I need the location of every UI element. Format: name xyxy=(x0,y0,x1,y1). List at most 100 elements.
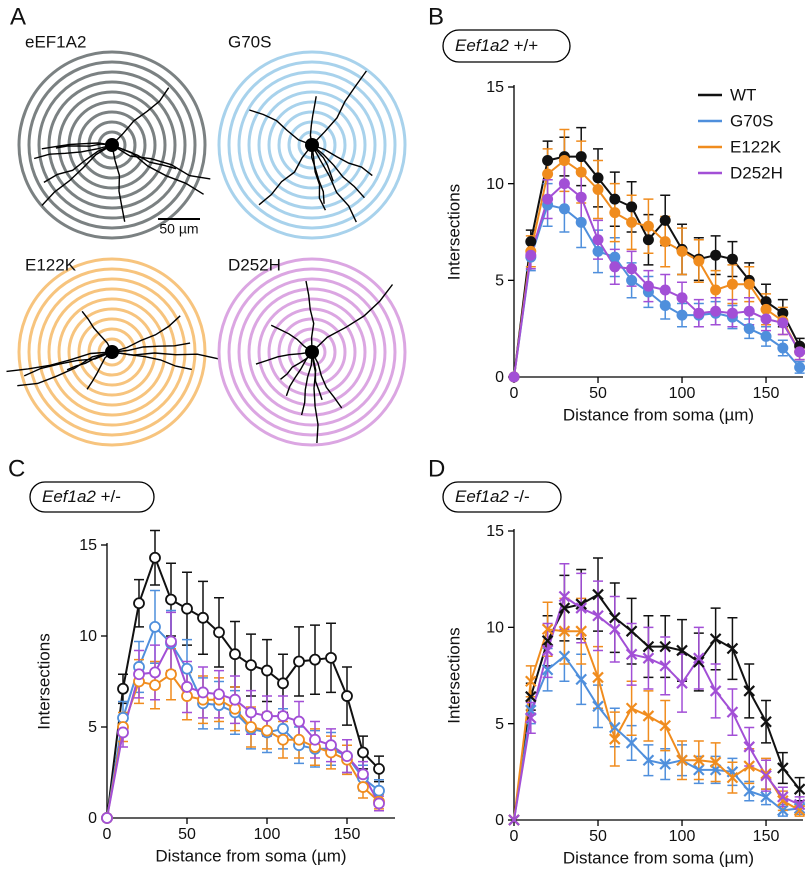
data-point xyxy=(659,284,671,296)
data-point xyxy=(341,690,353,702)
data-point xyxy=(743,278,755,290)
data-point xyxy=(245,706,257,719)
data-point xyxy=(760,715,772,728)
x-tick-label: 0 xyxy=(103,826,112,843)
data-point xyxy=(508,371,520,383)
data-point xyxy=(575,151,587,163)
dendrite xyxy=(311,70,367,146)
y-tick-label: 5 xyxy=(495,716,504,733)
image-label: eEF1A2 xyxy=(25,32,86,51)
data-point xyxy=(693,652,705,664)
data-point xyxy=(642,710,655,722)
legend-label: WT xyxy=(730,85,756,104)
panel-label: C xyxy=(8,455,25,482)
data-point xyxy=(101,812,113,824)
genotype: +/- xyxy=(101,487,121,506)
data-point xyxy=(693,255,705,267)
data-point xyxy=(213,626,225,639)
dendrite xyxy=(311,351,323,401)
dendrite xyxy=(305,280,315,353)
data-point xyxy=(659,758,671,770)
genotype-label: Eef1a2 +/- xyxy=(42,487,121,506)
data-point xyxy=(133,597,145,610)
data-point xyxy=(525,249,537,261)
x-tick-label: 150 xyxy=(334,826,361,843)
dendrite xyxy=(249,109,313,146)
data-point xyxy=(165,593,177,606)
data-point xyxy=(676,245,688,257)
series-line xyxy=(513,593,801,821)
y-tick-label: 10 xyxy=(486,176,504,193)
dendrite xyxy=(111,351,219,360)
gene-name: Eef1a2 xyxy=(455,36,509,55)
y-tick-label: 10 xyxy=(79,628,97,645)
sholl-ring xyxy=(277,110,347,180)
data-point xyxy=(558,625,571,637)
data-point xyxy=(777,307,789,319)
data-point xyxy=(592,172,604,184)
x-axis-title: Distance from soma (µm) xyxy=(563,405,754,424)
series-line xyxy=(106,638,380,819)
data-point xyxy=(693,764,705,776)
data-point xyxy=(293,733,305,746)
dendrite xyxy=(258,144,313,206)
data-point xyxy=(575,216,587,228)
data-point xyxy=(710,249,722,261)
data-point xyxy=(261,724,273,737)
data-point xyxy=(625,702,638,715)
data-point xyxy=(625,625,638,637)
data-point xyxy=(709,756,722,768)
data-point xyxy=(325,739,337,752)
data-point xyxy=(541,635,554,647)
dendrite xyxy=(86,351,113,390)
dendrite xyxy=(111,342,191,353)
data-point xyxy=(541,644,554,657)
y-tick-label: 15 xyxy=(79,537,97,554)
sholl-ring xyxy=(77,317,147,387)
data-point xyxy=(542,168,554,180)
data-point xyxy=(760,767,772,780)
data-point xyxy=(592,234,604,246)
y-tick-label: 10 xyxy=(486,620,504,637)
x-tick-label: 50 xyxy=(178,826,196,843)
data-point xyxy=(309,653,321,666)
sholl-ring xyxy=(17,257,207,447)
data-point xyxy=(625,737,638,749)
x-tick-label: 0 xyxy=(510,828,519,845)
data-point xyxy=(659,214,671,226)
x-tick-label: 150 xyxy=(753,828,780,845)
data-point xyxy=(743,741,756,753)
data-point xyxy=(277,733,289,746)
dendrite xyxy=(43,144,113,184)
genotype-box xyxy=(442,481,562,513)
sholl-ring xyxy=(217,257,407,447)
data-point xyxy=(525,690,537,703)
data-point xyxy=(575,166,587,178)
series-line xyxy=(513,654,800,821)
y-axis-title: Intersections xyxy=(444,184,463,280)
dendrite xyxy=(111,315,181,353)
data-point xyxy=(676,677,688,689)
data-point xyxy=(245,721,257,733)
data-point xyxy=(508,814,520,826)
data-point xyxy=(609,623,621,636)
genotype: -/- xyxy=(514,487,530,506)
data-point xyxy=(642,640,655,653)
data-point xyxy=(558,590,571,603)
sholl-ring xyxy=(87,327,137,377)
dendrite xyxy=(300,351,313,416)
panel-label: D xyxy=(428,455,445,482)
genotype-label: Eef1a2 -/- xyxy=(455,487,530,506)
data-point xyxy=(760,303,772,315)
data-point xyxy=(777,794,789,807)
data-point xyxy=(261,710,273,722)
data-point xyxy=(325,651,337,664)
data-point xyxy=(357,746,369,759)
dendrite xyxy=(23,351,113,377)
data-point xyxy=(726,278,738,290)
sholl-ring xyxy=(237,277,387,427)
legend-label: D252H xyxy=(730,163,783,182)
data-point xyxy=(165,635,177,648)
neuron-images xyxy=(6,50,407,447)
